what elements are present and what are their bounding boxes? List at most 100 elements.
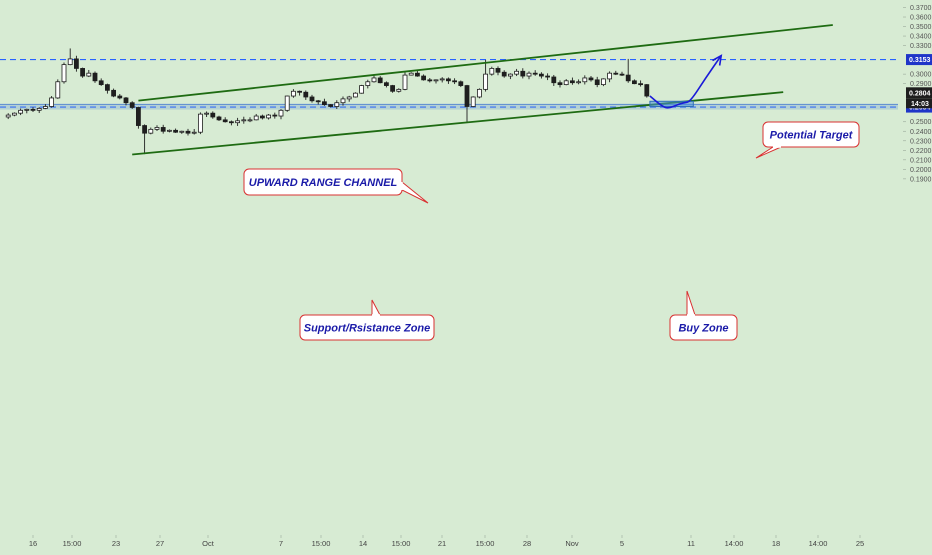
candle-body [148, 128, 154, 134]
candle-body [632, 80, 637, 85]
candle [228, 120, 234, 126]
candle-body [520, 70, 526, 77]
candle [539, 72, 544, 79]
candle [557, 80, 563, 88]
candle [18, 108, 24, 116]
candle-body [123, 97, 129, 104]
candle [166, 129, 172, 133]
candle-body [173, 129, 179, 133]
candle-body [204, 112, 210, 115]
candle [582, 75, 588, 85]
candle-body [557, 82, 563, 86]
candle-body [179, 130, 185, 133]
y-tick-label: 0.3500 [910, 24, 932, 31]
candle-body [359, 85, 365, 94]
candle [284, 95, 290, 112]
candle [625, 58, 631, 83]
callout-support-resistance: Support/Rsistance Zone [299, 299, 435, 341]
candle [235, 117, 241, 126]
badge-label: 0.2804 [909, 90, 931, 97]
x-tick-label: 21 [438, 539, 446, 548]
candle [272, 112, 278, 119]
candle [204, 111, 210, 117]
y-tick-label: 0.3600 [910, 15, 932, 22]
candle-body [328, 104, 334, 107]
candle-body [495, 68, 501, 73]
candle-body [476, 88, 482, 98]
candle [576, 79, 581, 85]
upward-channel [132, 24, 833, 156]
candle [173, 128, 179, 133]
x-axis: 16 15:00 23 27 Oct 7 15:00 14 15:00 21 15:00 28 Nov 5… [29, 535, 864, 548]
candle [86, 69, 92, 78]
candle-body [452, 80, 458, 83]
candle [179, 130, 185, 134]
candle-body [365, 81, 371, 86]
candle-body [272, 114, 278, 117]
countdown-badge: 14:03 [906, 98, 932, 109]
candle [80, 67, 85, 78]
y-tick-label: 0.1900 [910, 176, 932, 183]
callout-pointer [686, 290, 696, 316]
candle-body [613, 72, 619, 75]
candle-body [309, 96, 315, 102]
candle [142, 124, 148, 155]
candle [594, 76, 600, 88]
candle-body [111, 89, 116, 97]
candle-body [619, 73, 625, 76]
candle [129, 101, 135, 109]
candle [315, 99, 321, 105]
candle [92, 71, 98, 83]
countdown-label: 14:03 [911, 101, 929, 108]
candle-body [18, 109, 24, 114]
candle [346, 95, 352, 102]
x-tick-label: 27 [156, 539, 164, 548]
callout-box [299, 314, 435, 341]
candle [98, 78, 104, 86]
candle-body [5, 114, 11, 118]
candle [135, 106, 141, 129]
candle [520, 68, 526, 79]
candle [476, 88, 482, 99]
badge-bg [906, 87, 932, 99]
candle-body [352, 92, 358, 98]
candle-body [371, 77, 377, 83]
y-tick-label: 0.3700 [910, 5, 932, 12]
candle-body [74, 58, 79, 69]
candle [74, 55, 79, 72]
candle [507, 73, 513, 80]
candle-body [117, 95, 123, 99]
candle-body [551, 76, 557, 84]
candle-body [507, 73, 513, 77]
y-tick-label: 0.3300 [910, 43, 932, 50]
candle-body [49, 97, 54, 107]
badge-bg [906, 54, 932, 66]
callouts: UPWARD RANGE CHANNEL Support/Rsistance Zo… [243, 121, 860, 341]
candle [154, 125, 160, 131]
candle-body [588, 77, 594, 81]
y-tick-label: 0.2500 [910, 119, 932, 126]
candle-body [421, 75, 427, 81]
badge-label: 0.3153 [909, 57, 931, 64]
candle-body [135, 107, 141, 126]
candle [297, 90, 303, 96]
candle-body [185, 130, 191, 134]
x-tick-label: 11 [687, 539, 695, 548]
candle-body [539, 73, 544, 77]
candle-body [334, 102, 340, 107]
candles [5, 48, 650, 155]
candle [5, 113, 11, 120]
candle-body [105, 84, 110, 91]
y-tick-label: 0.2100 [910, 157, 932, 164]
candle [489, 66, 495, 76]
candle-body [489, 68, 495, 75]
candle-body [24, 108, 30, 111]
candle-body [303, 91, 309, 98]
callout-label: Support/Rsistance Zone [304, 323, 431, 335]
callout-box [762, 121, 860, 148]
forecast-arrowhead [712, 54, 723, 66]
candle [402, 72, 408, 91]
